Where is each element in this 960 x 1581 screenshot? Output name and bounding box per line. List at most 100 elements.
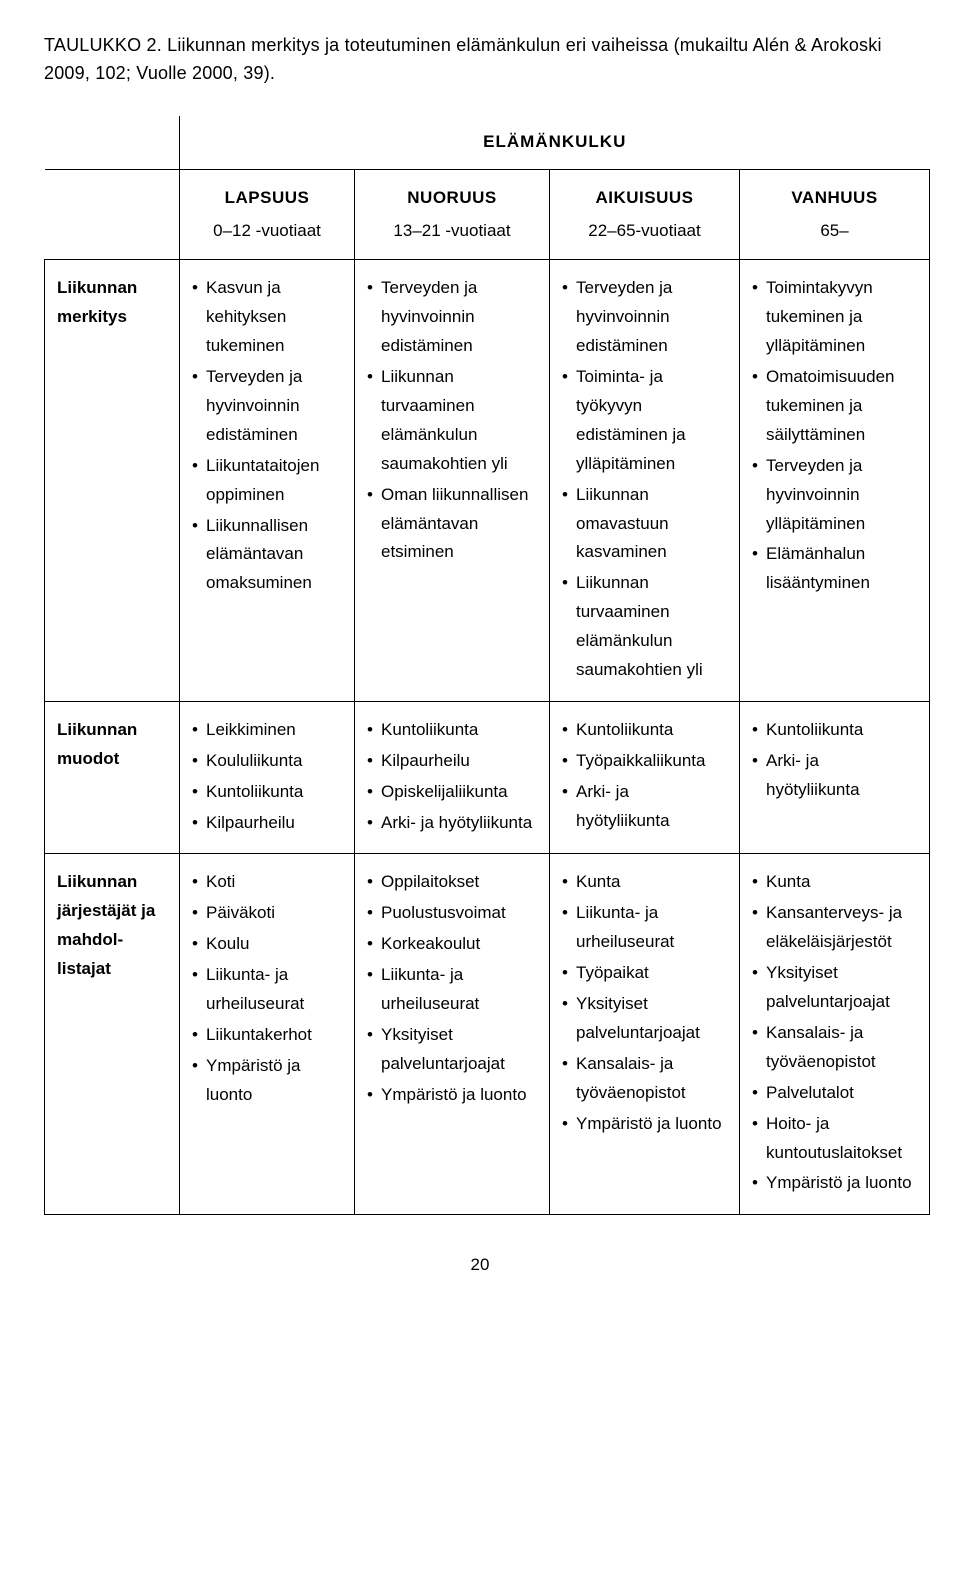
column-header-row: LAPSUUS 0–12 -vuotiaat NUORUUS 13–21 -vu… xyxy=(45,169,930,260)
col-head-aikuisuus: AIKUISUUS 22–65-vuotiaat xyxy=(550,169,740,260)
col-head-nuoruus: NUORUUS 13–21 -vuotiaat xyxy=(355,169,550,260)
list-item: Kuntoliikunta xyxy=(367,716,537,745)
table-cell: KuntoliikuntaTyöpaikkaliikuntaArki- ja h… xyxy=(550,701,740,854)
list-item: Liikunta- ja urheiluseurat xyxy=(562,899,727,957)
col-title: AIKUISUUS xyxy=(595,188,693,207)
list-item: Ympäristö ja luonto xyxy=(192,1052,342,1110)
list-item: Arki- ja hyötyliikunta xyxy=(752,747,917,805)
page: TAULUKKO 2. Liikunnan merkitys ja toteut… xyxy=(0,0,960,1315)
list-item: Kansalais- ja työväenopistot xyxy=(562,1050,727,1108)
bullet-list: OppilaitoksetPuolustusvoimatKorkeakoulut… xyxy=(367,868,537,1109)
list-item: Korkeakoulut xyxy=(367,930,537,959)
table-row: Liikunnan järjestäjät ja mahdol­listajat… xyxy=(45,854,930,1215)
table-cell: KuntoliikuntaArki- ja hyötyliikunta xyxy=(740,701,930,854)
list-item: Oppilaitokset xyxy=(367,868,537,897)
bullet-list: Terveyden ja hyvinvoinnin edistäminenLii… xyxy=(367,274,537,567)
table-cell: Terveyden ja hyvinvoinnin edistäminenLii… xyxy=(355,260,550,701)
bullet-list: Terveyden ja hyvinvoinnin edistäminenToi… xyxy=(562,274,727,684)
row-label: Liikunnan muodot xyxy=(45,701,180,854)
list-item: Puolustusvoimat xyxy=(367,899,537,928)
table-cell: KuntaLiikunta- ja urheiluseuratTyöpaikat… xyxy=(550,854,740,1215)
bullet-list: KuntaLiikunta- ja urheiluseuratTyöpaikat… xyxy=(562,868,727,1138)
list-item: Kilpaurheilu xyxy=(367,747,537,776)
col-head-lapsuus: LAPSUUS 0–12 -vuotiaat xyxy=(180,169,355,260)
table-body: Liikunnan merkitysKasvun ja kehityksen t… xyxy=(45,260,930,1215)
bullet-list: KotiPäiväkotiKouluLiikunta- ja urheiluse… xyxy=(192,868,342,1109)
list-item: Kilpaurheilu xyxy=(192,809,342,838)
list-item: Koti xyxy=(192,868,342,897)
list-item: Terveyden ja hyvinvoinnin edistäminen xyxy=(367,274,537,361)
list-item: Kunta xyxy=(562,868,727,897)
list-item: Kasvun ja kehityksen tukeminen xyxy=(192,274,342,361)
table-cell: KuntaKansanterveys- ja eläkeläisjärjestö… xyxy=(740,854,930,1215)
list-item: Kansalais- ja työväenopistot xyxy=(752,1019,917,1077)
list-item: Kuntoliikunta xyxy=(752,716,917,745)
list-item: Terveyden ja hyvinvoinnin edistäminen xyxy=(562,274,727,361)
col-age: 0–12 -vuotiaat xyxy=(192,217,342,246)
bullet-list: KuntoliikuntaArki- ja hyötyliikunta xyxy=(752,716,917,805)
list-item: Yksityiset palveluntarjoajat xyxy=(752,959,917,1017)
list-item: Kuntoliikunta xyxy=(192,778,342,807)
row-head-blank xyxy=(45,169,180,260)
super-header: ELÄMÄNKULKU xyxy=(180,116,930,169)
list-item: Toiminta- ja työkyvyn edistäminen ja yll… xyxy=(562,363,727,479)
list-item: Työpaikkaliikunta xyxy=(562,747,727,776)
table-cell: Kasvun ja kehityksen tukeminenTerveyden … xyxy=(180,260,355,701)
list-item: Liikunnallisen elämäntavan omaksuminen xyxy=(192,512,342,599)
list-item: Liikunnan turvaaminen elämänkulun saumak… xyxy=(562,569,727,685)
bullet-list: KuntoliikuntaTyöpaikkaliikuntaArki- ja h… xyxy=(562,716,727,836)
bullet-list: LeikkiminenKoululiikuntaKuntoliikuntaKil… xyxy=(192,716,342,838)
list-item: Elämänhalun lisääntyminen xyxy=(752,540,917,598)
caption-prefix: TAULUKKO 2. xyxy=(44,35,162,55)
row-label: Liikunnan järjestäjät ja mahdol­listajat xyxy=(45,854,180,1215)
list-item: Terveyden ja hyvinvoinnin edistäminen xyxy=(192,363,342,450)
list-item: Hoito- ja kuntoutuslaitokset xyxy=(752,1110,917,1168)
bullet-list: Kasvun ja kehityksen tukeminenTerveyden … xyxy=(192,274,342,598)
list-item: Liikunnan omavastuun kasvaminen xyxy=(562,481,727,568)
list-item: Päiväkoti xyxy=(192,899,342,928)
list-item: Opiskelijaliikunta xyxy=(367,778,537,807)
list-item: Kuntoliikunta xyxy=(562,716,727,745)
list-item: Ympäristö ja luonto xyxy=(562,1110,727,1139)
list-item: Arki- ja hyötyliikunta xyxy=(562,778,727,836)
list-item: Liikunta- ja urheiluseurat xyxy=(367,961,537,1019)
bullet-list: KuntoliikuntaKilpaurheiluOpiskelijaliiku… xyxy=(367,716,537,838)
list-item: Liikuntakerhot xyxy=(192,1021,342,1050)
list-item: Yksityiset palveluntarjoajat xyxy=(562,990,727,1048)
blank-corner xyxy=(45,116,180,169)
col-title: VANHUUS xyxy=(791,188,877,207)
list-item: Leikkiminen xyxy=(192,716,342,745)
list-item: Koululiikunta xyxy=(192,747,342,776)
list-item: Kunta xyxy=(752,868,917,897)
table-caption: TAULUKKO 2. Liikunnan merkitys ja toteut… xyxy=(44,32,916,88)
table-cell: Terveyden ja hyvinvoinnin edistäminenToi… xyxy=(550,260,740,701)
list-item: Liikuntataitojen oppiminen xyxy=(192,452,342,510)
table-cell: Toimintakyvyn tukeminen ja ylläpitäminen… xyxy=(740,260,930,701)
list-item: Liikunnan turvaaminen elämänkulun saumak… xyxy=(367,363,537,479)
list-item: Palvelutalot xyxy=(752,1079,917,1108)
list-item: Omatoimisuuden tukeminen ja säilyttämine… xyxy=(752,363,917,450)
row-label: Liikunnan merkitys xyxy=(45,260,180,701)
col-title: NUORUUS xyxy=(407,188,496,207)
bullet-list: Toimintakyvyn tukeminen ja ylläpitäminen… xyxy=(752,274,917,598)
table-row: Liikunnan muodotLeikkiminenKoululiikunta… xyxy=(45,701,930,854)
list-item: Oman liikunnallisen elämäntavan etsimine… xyxy=(367,481,537,568)
table-cell: OppilaitoksetPuolustusvoimatKorkeakoulut… xyxy=(355,854,550,1215)
main-table: ELÄMÄNKULKU LAPSUUS 0–12 -vuotiaat NUORU… xyxy=(44,116,930,1216)
list-item: Ympäristö ja luonto xyxy=(752,1169,917,1198)
table-cell: KuntoliikuntaKilpaurheiluOpiskelijaliiku… xyxy=(355,701,550,854)
col-age: 65– xyxy=(752,217,917,246)
table-cell: KotiPäiväkotiKouluLiikunta- ja urheiluse… xyxy=(180,854,355,1215)
col-age: 13–21 -vuotiaat xyxy=(367,217,537,246)
list-item: Koulu xyxy=(192,930,342,959)
col-age: 22–65-vuotiaat xyxy=(562,217,727,246)
col-head-vanhuus: VANHUUS 65– xyxy=(740,169,930,260)
bullet-list: KuntaKansanterveys- ja eläkeläisjärjestö… xyxy=(752,868,917,1198)
list-item: Liikunta- ja urheiluseurat xyxy=(192,961,342,1019)
caption-text: Liikunnan merkitys ja toteutuminen elämä… xyxy=(44,35,882,83)
list-item: Yksityiset palveluntarjoajat xyxy=(367,1021,537,1079)
list-item: Ympäristö ja luonto xyxy=(367,1081,537,1110)
col-title: LAPSUUS xyxy=(225,188,310,207)
list-item: Terveyden ja hyvinvoinnin ylläpitäminen xyxy=(752,452,917,539)
list-item: Toimintakyvyn tukeminen ja ylläpitäminen xyxy=(752,274,917,361)
